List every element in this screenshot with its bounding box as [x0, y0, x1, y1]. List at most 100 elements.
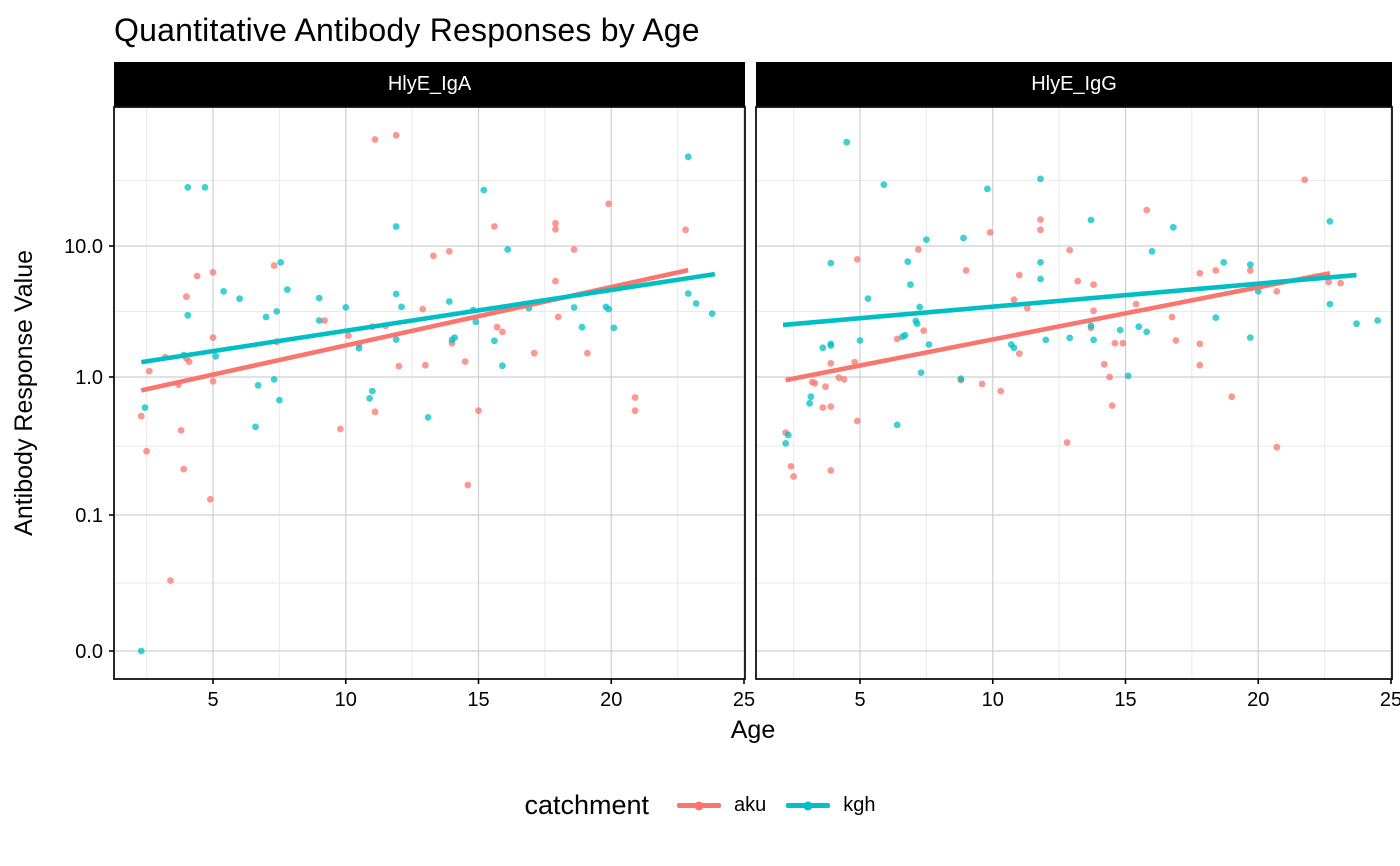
data-point	[1037, 175, 1044, 183]
data-point	[530, 349, 538, 357]
data-point	[315, 317, 323, 324]
x-tick-label: 10	[982, 689, 1004, 711]
y-tick-label: 10.0	[64, 236, 103, 258]
trend-line-aku	[785, 270, 1331, 383]
facet-strip-label: HlyE_IgA	[387, 73, 472, 95]
data-point	[270, 262, 278, 269]
data-point	[1196, 340, 1204, 348]
data-point	[419, 305, 427, 313]
data-point	[209, 268, 217, 276]
data-point	[184, 184, 192, 191]
chart-title: Quantitative Antibody Responses by Age	[114, 12, 700, 48]
data-point	[342, 304, 350, 311]
data-point	[277, 259, 285, 266]
facet-panel-HlyE_IgG: 5 10 15 20 25	[755, 106, 1400, 711]
data-point	[570, 246, 578, 253]
data-point	[1037, 216, 1044, 224]
data-point	[708, 310, 716, 317]
x-tick-label: 5	[854, 689, 865, 711]
data-point	[1246, 261, 1254, 269]
data-point	[692, 300, 700, 307]
legend-item-aku: aku	[677, 794, 766, 817]
data-point	[366, 395, 373, 402]
data-point	[851, 358, 859, 366]
data-point	[212, 352, 220, 360]
data-point	[605, 200, 612, 208]
data-point	[880, 181, 888, 189]
data-point	[552, 219, 559, 227]
y-tick-label: 1.0	[75, 367, 103, 389]
data-point	[1326, 218, 1334, 225]
data-point	[570, 304, 578, 311]
data-point	[960, 234, 967, 242]
data-point	[236, 295, 244, 303]
data-point	[913, 320, 921, 328]
data-point	[1212, 314, 1220, 321]
data-point	[499, 328, 506, 336]
data-point	[1100, 360, 1108, 368]
data-point	[1212, 267, 1220, 274]
data-point	[1023, 304, 1031, 312]
data-point	[185, 358, 193, 365]
x-tick-label: 5	[207, 689, 218, 711]
data-point	[1273, 443, 1281, 451]
x-tick-label: 15	[1114, 689, 1136, 711]
data-point	[137, 647, 145, 655]
data-point	[283, 286, 291, 293]
data-point	[1010, 344, 1018, 352]
legend: catchment aku kgh	[0, 790, 1400, 821]
data-point	[315, 294, 323, 302]
data-point	[1196, 269, 1204, 277]
data-point	[1246, 267, 1254, 274]
data-point	[1124, 372, 1132, 380]
data-point	[1042, 336, 1050, 344]
data-point	[827, 259, 835, 267]
data-point	[491, 337, 498, 345]
data-point	[472, 318, 480, 326]
data-point	[1148, 248, 1156, 255]
data-point	[1135, 323, 1143, 331]
series-points-aku	[137, 131, 689, 584]
data-point	[1066, 246, 1074, 254]
data-point	[395, 362, 403, 370]
data-point	[782, 440, 790, 447]
data-point	[1172, 337, 1180, 344]
data-point	[141, 404, 149, 411]
data-point	[1111, 339, 1119, 347]
data-point	[790, 473, 797, 480]
data-point	[840, 376, 848, 383]
data-point	[252, 423, 259, 431]
data-point	[957, 375, 965, 383]
x-tick-label: 25	[733, 689, 755, 711]
data-point	[552, 277, 559, 285]
data-point	[1090, 281, 1097, 288]
data-point	[827, 403, 835, 410]
data-point	[254, 381, 262, 389]
data-point	[1132, 300, 1140, 308]
data-point	[177, 427, 185, 434]
data-point	[355, 344, 363, 352]
y-tick-label: 0.0	[75, 641, 103, 663]
data-point	[1325, 278, 1332, 286]
facet-strip-label: HlyE_IgG	[1031, 73, 1117, 95]
data-point	[554, 313, 562, 321]
data-point	[1090, 307, 1097, 315]
data-point	[209, 334, 217, 341]
data-point	[925, 341, 933, 348]
data-point	[923, 236, 930, 244]
data-point	[827, 467, 835, 474]
data-point	[167, 577, 174, 584]
data-point	[893, 421, 901, 429]
data-point	[1066, 334, 1074, 342]
data-point	[1015, 350, 1023, 357]
x-axis-title: Age	[730, 716, 776, 744]
data-point	[819, 404, 827, 411]
data-point	[811, 379, 819, 387]
data-point	[1228, 393, 1236, 401]
data-point	[461, 358, 469, 365]
data-point	[610, 324, 618, 332]
series-points-aku	[782, 176, 1344, 480]
data-point	[493, 323, 501, 331]
data-point	[1015, 271, 1023, 279]
